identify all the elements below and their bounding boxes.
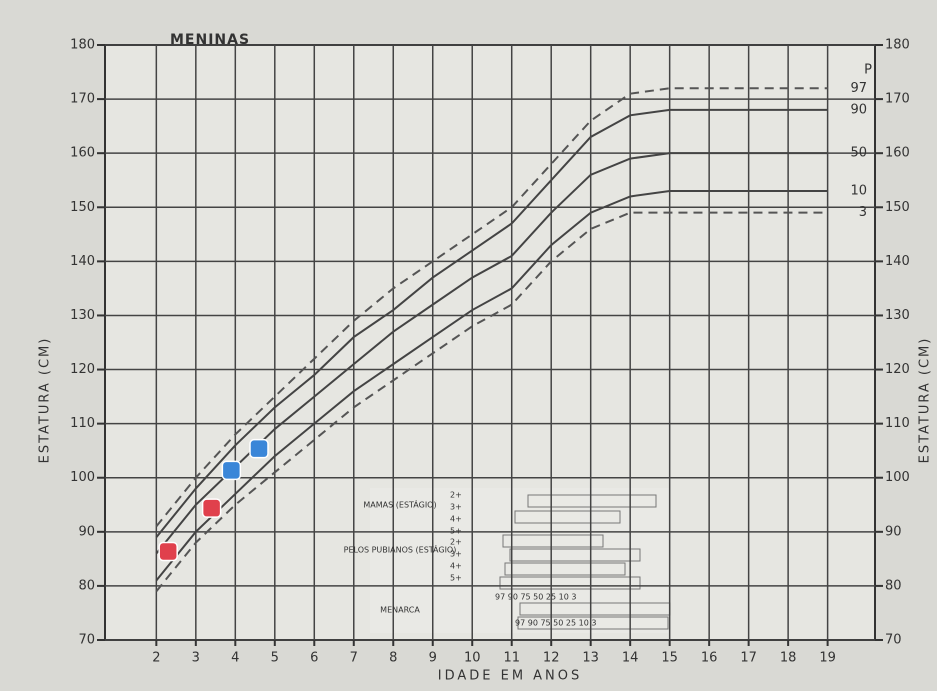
y-tick-label-right: 180 (885, 38, 910, 53)
legend-label: 3 (859, 205, 867, 220)
x-tick-label: 7 (350, 651, 358, 666)
y-tick-label-right: 170 (885, 92, 910, 107)
stage-label: 4+ (450, 515, 462, 524)
y-tick-label: 170 (70, 92, 95, 107)
legend-label: 50 (850, 146, 867, 161)
x-tick-label: 2 (152, 651, 160, 666)
marker (222, 461, 240, 479)
marker (159, 542, 177, 560)
y-tick-label-right: 140 (885, 254, 910, 269)
y-axis-label-right: ESTATURA (CM) (918, 337, 933, 464)
y-tick-label: 100 (70, 470, 95, 485)
x-tick-label: 9 (429, 651, 437, 666)
y-tick-label: 80 (78, 578, 95, 593)
y-tick-label: 90 (78, 524, 95, 539)
marker (203, 499, 221, 517)
legend-label: 10 (850, 184, 867, 199)
percentile-header: P (864, 63, 872, 78)
percentile-row: 97 90 75 50 25 10 3 (495, 593, 576, 602)
percentile-row: 97 90 75 50 25 10 3 (515, 619, 596, 628)
x-axis-label: IDADE EM ANOS (438, 669, 583, 684)
x-tick-label: 10 (464, 651, 481, 666)
chart: MENINAS IDADE EM ANOS ESTATURA (CM) ESTA… (0, 0, 937, 691)
stage-label: 5+ (450, 574, 462, 583)
table-label: MENARCA (380, 606, 420, 615)
stage-label: 4+ (450, 562, 462, 571)
x-tick-label: 8 (389, 651, 397, 666)
x-tick-label: 15 (661, 651, 678, 666)
x-tick-label: 12 (543, 651, 560, 666)
y-tick-label: 160 (70, 146, 95, 161)
y-tick-label-right: 120 (885, 362, 910, 377)
x-tick-label: 14 (622, 651, 639, 666)
y-tick-label: 140 (70, 254, 95, 269)
y-tick-label-right: 130 (885, 308, 910, 323)
y-tick-label: 120 (70, 362, 95, 377)
x-tick-label: 3 (192, 651, 200, 666)
x-tick-label: 19 (819, 651, 836, 666)
y-axis-label: ESTATURA (CM) (38, 337, 53, 464)
table-label: PELOS PUBIANOS (ESTÁGIO) (344, 544, 457, 555)
marker (250, 440, 268, 458)
x-tick-label: 13 (582, 651, 599, 666)
stage-label: 2+ (450, 538, 462, 547)
x-tick-label: 5 (271, 651, 279, 666)
y-tick-label-right: 100 (885, 470, 910, 485)
x-tick-label: 11 (503, 651, 520, 666)
y-tick-label-right: 150 (885, 200, 910, 215)
y-tick-label-right: 80 (885, 578, 902, 593)
y-tick-label: 130 (70, 308, 95, 323)
x-tick-label: 17 (740, 651, 757, 666)
stage-label: 5+ (450, 527, 462, 536)
y-tick-label: 150 (70, 200, 95, 215)
y-tick-label-right: 90 (885, 524, 902, 539)
stage-label: 2+ (450, 491, 462, 500)
legend-label: 97 (850, 81, 867, 96)
y-tick-label: 180 (70, 38, 95, 53)
y-tick-label-right: 160 (885, 146, 910, 161)
stage-label: 3+ (450, 503, 462, 512)
x-tick-label: 4 (231, 651, 239, 666)
table-label: MAMAS (ESTÁGIO) (363, 499, 436, 510)
x-tick-label: 16 (701, 651, 718, 666)
legend-label: 90 (850, 102, 867, 117)
x-tick-label: 18 (780, 651, 797, 666)
stage-label: 3+ (450, 550, 462, 559)
y-tick-label-right: 70 (885, 633, 902, 648)
y-tick-label: 70 (78, 633, 95, 648)
y-tick-label-right: 110 (885, 416, 910, 431)
y-tick-label: 110 (70, 416, 95, 431)
x-tick-label: 6 (310, 651, 318, 666)
